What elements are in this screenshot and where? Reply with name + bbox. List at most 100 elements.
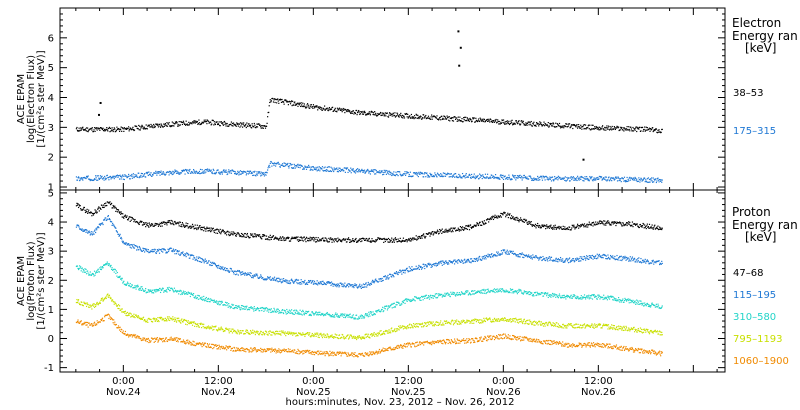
electron-data-point — [534, 124, 537, 127]
electron-data-point — [656, 132, 659, 134]
proton-data-point — [590, 223, 592, 226]
proton-data-point — [271, 279, 273, 281]
electron-data-point — [498, 120, 500, 123]
proton-data-point — [85, 211, 88, 213]
proton-data-point — [161, 288, 163, 290]
electron-data-point — [316, 105, 318, 107]
proton-data-point — [471, 227, 473, 229]
electron-data-point — [444, 116, 447, 118]
electron-legend-title: Electron — [732, 16, 781, 30]
proton-data-point — [178, 225, 180, 227]
proton-data-point — [115, 210, 117, 213]
electron-data-point — [168, 174, 170, 176]
proton-data-point — [378, 237, 380, 239]
proton-data-point — [409, 270, 411, 272]
electron-data-point — [310, 168, 312, 170]
proton-data-point — [598, 221, 601, 223]
electron-data-point — [484, 173, 487, 175]
electron-data-point — [615, 127, 618, 129]
proton-data-point — [88, 230, 90, 232]
proton-data-point — [643, 227, 645, 229]
electron-data-point — [409, 171, 411, 173]
electron-data-point — [481, 118, 483, 120]
electron-data-point — [642, 130, 644, 132]
electron-data-point — [231, 124, 233, 127]
proton-data-point — [283, 238, 285, 240]
proton-data-point — [235, 271, 237, 273]
electron-data-point — [343, 170, 345, 172]
electron-data-point — [91, 129, 93, 131]
electron-data-point — [203, 119, 205, 121]
electron-data-point — [138, 177, 140, 179]
proton-data-point — [220, 302, 222, 304]
electron-data-point — [311, 166, 313, 168]
electron-data-point — [373, 171, 375, 173]
proton-data-point — [330, 281, 333, 283]
proton-data-point — [376, 238, 378, 241]
proton-data-point — [475, 225, 477, 228]
electron-data-point — [140, 127, 142, 129]
electron-data-point — [270, 161, 272, 163]
electron-data-point — [530, 176, 532, 178]
electron-data-point — [262, 172, 264, 174]
proton-data-point — [387, 278, 390, 280]
electron-data-point — [264, 173, 266, 175]
electron-data-point — [582, 177, 585, 179]
proton-data-point — [204, 260, 206, 262]
electron-data-point — [322, 170, 325, 172]
proton-data-point — [229, 305, 231, 307]
proton-data-point — [352, 284, 354, 286]
electron-data-point — [383, 113, 385, 115]
electron-data-point — [436, 176, 438, 178]
proton-data-point — [319, 281, 321, 283]
electron-data-point — [120, 175, 122, 178]
proton-data-point — [161, 225, 163, 227]
electron-data-point — [107, 130, 109, 132]
proton-data-point — [614, 221, 616, 223]
proton-data-point — [576, 225, 578, 227]
proton-data-point — [626, 258, 628, 260]
proton-data-point — [124, 283, 126, 286]
proton-data-point — [584, 225, 587, 227]
electron-data-point — [404, 171, 406, 173]
proton-data-point — [466, 258, 468, 261]
electron-data-point — [204, 168, 206, 171]
proton-data-point — [481, 220, 483, 223]
electron-data-point — [364, 111, 366, 114]
proton-data-point — [623, 257, 626, 259]
proton-data-point — [636, 223, 638, 225]
electron-data-point — [517, 121, 520, 123]
proton-data-point — [362, 283, 365, 285]
electron-data-point — [272, 97, 274, 100]
proton-data-point — [259, 236, 261, 238]
proton-data-point — [360, 240, 362, 243]
electron-data-point — [246, 122, 248, 124]
electron-data-point — [414, 172, 416, 174]
proton-data-point — [121, 238, 123, 240]
proton-data-point — [482, 222, 484, 225]
electron-data-point — [535, 178, 538, 180]
proton-data-point — [568, 226, 571, 228]
electron-data-point — [418, 117, 420, 120]
proton-data-point — [118, 276, 120, 278]
proton-data-point — [277, 281, 279, 283]
proton-data-point — [578, 257, 580, 260]
proton-data-point — [287, 237, 289, 240]
electron-y-tick-label: 4 — [48, 93, 54, 104]
proton-data-point — [181, 292, 183, 294]
proton-data-point — [502, 214, 504, 216]
proton-data-point — [489, 253, 491, 256]
proton-data-point — [312, 236, 315, 239]
electron-data-point — [142, 128, 145, 130]
proton-data-point — [489, 218, 491, 221]
proton-data-point — [554, 260, 556, 262]
proton-data-point — [155, 252, 157, 254]
proton-data-point — [232, 271, 235, 274]
proton-data-point — [402, 271, 405, 274]
electron-data-point — [575, 179, 577, 181]
electron-data-point — [178, 125, 180, 127]
proton-data-point — [404, 272, 406, 274]
electron-data-point — [102, 127, 104, 129]
proton-data-point — [130, 219, 132, 221]
proton-data-point — [115, 230, 117, 232]
